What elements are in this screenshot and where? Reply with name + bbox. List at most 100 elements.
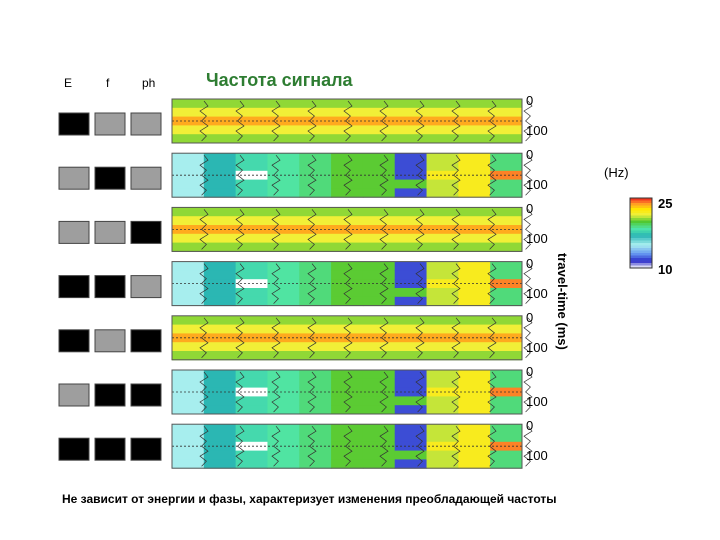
wiggle-trace-p2-1 — [199, 154, 209, 196]
heatmap-cell-p6-c9-r3 — [426, 387, 459, 397]
heatmap-cell-p6-c8-r3 — [394, 387, 428, 397]
heatmap-cell-p2-c7-r1 — [362, 153, 396, 163]
heatmap-cell-p7-c2-r2 — [203, 433, 237, 443]
heatmap-cell-p7-c9-r2 — [426, 433, 459, 443]
chart-title: Частота сигнала — [206, 70, 353, 90]
heatmap-cell-p6-c6-r3 — [331, 387, 364, 397]
wiggle-trace-p5-7 — [415, 317, 425, 359]
heatmap-cell-p7-c8-r5 — [394, 459, 428, 469]
heatmap-cell-p6-c2-r3 — [203, 387, 237, 397]
wiggle-trace-p7-3 — [271, 425, 281, 467]
heatmap-cell-p4-c8-r2 — [394, 270, 428, 280]
heatmap-cell-p6-c10-r4 — [458, 396, 491, 406]
heatmap-cell-p2-c6-r1 — [331, 153, 364, 163]
heatmap-cell-p4-c9-r3 — [426, 279, 459, 289]
heatmap-cell-p4-c11-r5 — [490, 296, 523, 307]
heatmap-cell-p6-c5-r4 — [299, 396, 332, 406]
heatmap-cell-p6-c3-r3 — [235, 387, 268, 397]
wiggle-trace-p7-4 — [307, 425, 317, 467]
indicator-panel-5-f — [94, 329, 126, 353]
colorbar-segment-4 — [630, 205, 652, 209]
wiggle-trace-p1-4 — [307, 100, 317, 142]
heatmap-cell-p2-c2-r1 — [203, 153, 237, 163]
heatmap-cell-p2-c8-r2 — [394, 162, 428, 172]
panel-frame-5 — [171, 315, 523, 361]
wiggle-trace-p7-8 — [451, 425, 461, 467]
indicator-panel-5-e — [58, 329, 90, 353]
heatmap-cell-p4-c5-r3 — [299, 279, 332, 289]
tick-bottom-panel-3: 100 — [526, 231, 548, 247]
heatmap-cell-p6-c3-r5 — [235, 405, 268, 415]
heatmap-cell-p6-c7-r2 — [362, 378, 396, 389]
wiggle-trace-p7-2 — [235, 425, 245, 467]
y-axis-label: travel-time (ms) — [555, 253, 570, 350]
heatmap-cell-p4-c8-r5 — [394, 296, 428, 307]
heatmap-cell-p6-c11-r1 — [490, 370, 523, 380]
heatmap-cell-p7-c10-r4 — [458, 450, 491, 460]
heatmap-cell-p2-c6-r4 — [331, 179, 364, 189]
heatmap-cell-p4-c4-r5 — [267, 296, 300, 307]
wiggle-trace-p4-8 — [451, 263, 461, 304]
heatmap-cell-p7-c6-r4 — [331, 450, 364, 460]
colorbar-segment-18 — [630, 240, 652, 244]
heatmap-cell-p2-c3-r5 — [235, 188, 268, 198]
colorbar-segment-2 — [630, 200, 652, 204]
wiggle-trace-p4-9 — [487, 263, 497, 304]
heatmap-cell-p6-c2-r5 — [203, 405, 237, 415]
heatmap-cell-p7-c6-r1 — [331, 424, 364, 434]
heatmap-cell-p4-c1-r2 — [172, 270, 205, 280]
heatmap-cell-p3-row3 — [172, 225, 522, 235]
colorbar-segment-19 — [630, 243, 652, 246]
heatmap-cell-p4-c8-r3 — [394, 279, 428, 289]
heatmap-cell-p7-c3-r3 — [235, 441, 268, 452]
wiggle-trace-p1-1 — [199, 100, 209, 142]
wiggle-trace-p2-10 — [523, 154, 533, 196]
wiggle-trace-p6-3 — [271, 371, 281, 413]
heatmap-cell-p6-c3-r1 — [235, 370, 268, 380]
heatmap-cell-p2-c5-r5 — [299, 188, 332, 198]
heatmap-cell-p6-c9-r1 — [426, 370, 459, 380]
heatmap-cell-p2-c3-r3 — [235, 170, 268, 181]
colorbar-segment-20 — [630, 245, 652, 249]
heatmap-cell-p2-c4-r5 — [267, 188, 300, 198]
heatmap-cell-p7-c10-r2 — [458, 433, 491, 443]
heatmap-cell-p4-c4-r2 — [267, 270, 300, 280]
wiggle-trace-p3-9 — [487, 209, 497, 250]
heatmap-cell-p6-c9-r2 — [426, 378, 459, 389]
tick-top-panel-6: 0 — [526, 364, 534, 379]
wiggle-trace-p2-7 — [415, 154, 425, 196]
heatmap-cell-p2-c8-r3 — [394, 170, 428, 181]
heatmap-cell-p6-c5-r2 — [299, 378, 332, 389]
wiggle-trace-p7-7 — [415, 425, 425, 467]
heatmap-cell-p6-c3-r2 — [235, 378, 268, 389]
heatmap-cell-p2-c9-r4 — [426, 179, 459, 189]
heatmap-cell-p2-c6-r3 — [331, 170, 364, 181]
heatmap-cell-p2-c4-r1 — [267, 153, 300, 163]
indicator-panel-7-e — [58, 437, 90, 461]
heatmap-cell-p4-c8-r4 — [394, 288, 428, 298]
colorbar-segment-28 — [630, 265, 652, 269]
heatmap-cell-p2-c5-r2 — [299, 162, 332, 172]
heatmap-cell-p4-c2-r1 — [203, 261, 237, 271]
heatmap-cell-p2-c2-r5 — [203, 188, 237, 198]
colorbar-unit: (Hz) — [604, 165, 629, 180]
heatmap-cell-p7-c11-r5 — [490, 459, 523, 469]
heatmap-cell-p4-c6-r3 — [331, 279, 364, 289]
tick-bottom-panel-4: 100 — [526, 285, 548, 301]
heatmap-cell-p4-c10-r2 — [458, 270, 491, 280]
heatmap-cell-p6-c1-r1 — [172, 370, 205, 380]
colorbar-segment-15 — [630, 233, 652, 236]
col-header-ph: ph — [142, 76, 156, 90]
wiggle-trace-p2-8 — [451, 154, 461, 196]
heatmap-cell-p7-c3-r4 — [235, 450, 268, 460]
panel-frame-2 — [171, 152, 523, 198]
heatmap-cell-p2-c8-r1 — [394, 153, 428, 163]
heatmap-cell-p7-c1-r1 — [172, 424, 205, 434]
heatmap-cell-p7-c8-r2 — [394, 433, 428, 443]
wiggle-trace-p1-6 — [379, 100, 389, 142]
heatmap-cell-p4-c4-r1 — [267, 261, 300, 271]
heatmap-cell-p4-c11-r2 — [490, 270, 523, 280]
heatmap-cell-p7-c9-r1 — [426, 424, 459, 434]
wiggle-trace-p5-9 — [487, 317, 497, 359]
